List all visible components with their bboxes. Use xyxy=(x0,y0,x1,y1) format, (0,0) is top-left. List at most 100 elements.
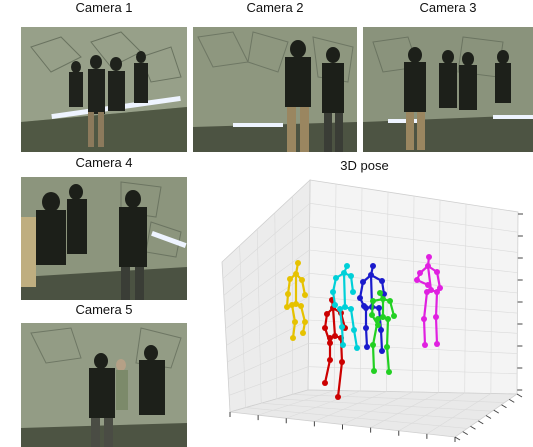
skeleton-bone xyxy=(336,360,344,399)
skeleton-joint xyxy=(344,263,350,269)
skeleton-bone xyxy=(342,271,347,309)
skeleton-bone xyxy=(323,358,332,385)
grid-line xyxy=(438,199,441,393)
skeleton-joint xyxy=(322,380,328,386)
skeleton-joint xyxy=(284,304,290,310)
skeleton-joint xyxy=(299,277,305,283)
skeleton-joint xyxy=(339,359,345,365)
skeleton-1 xyxy=(284,260,308,341)
camera-1-image xyxy=(21,27,187,152)
skeleton-joint xyxy=(332,333,338,339)
y-tick xyxy=(485,415,492,419)
skeleton-joint xyxy=(417,270,423,276)
skeleton-bone xyxy=(371,343,376,373)
skeleton-joint xyxy=(425,282,431,288)
skeleton-bone xyxy=(331,306,337,338)
grid-line xyxy=(426,393,492,435)
grid-line xyxy=(274,212,278,399)
skeleton-joint xyxy=(379,278,385,284)
skeleton-joint xyxy=(371,368,377,374)
skeleton-bone xyxy=(339,336,344,364)
skeleton-joint xyxy=(324,311,330,317)
y-tick xyxy=(493,409,500,414)
skeleton-joint xyxy=(424,289,430,295)
camera-1-label: Camera 1 xyxy=(75,0,133,15)
camera-4-image xyxy=(21,177,187,300)
skeleton-bone xyxy=(352,328,359,350)
skeleton-bone xyxy=(434,315,439,346)
skeleton-joint xyxy=(375,322,381,328)
skeleton-joint xyxy=(425,263,431,269)
skeleton-joint xyxy=(335,394,341,400)
skeleton-5 xyxy=(369,290,397,375)
skeleton-6 xyxy=(414,254,443,348)
skeleton-joint xyxy=(292,319,298,325)
skeleton-bone xyxy=(349,307,356,332)
camera-4-panel: Camera 4 xyxy=(21,155,187,300)
skeleton-joint xyxy=(386,369,392,375)
skeleton-joint xyxy=(293,271,299,277)
skeleton-joint xyxy=(434,341,440,347)
skeleton-joint xyxy=(339,324,345,330)
skeleton-joint xyxy=(327,335,333,341)
skeleton-joint xyxy=(364,344,370,350)
grid-line xyxy=(258,390,335,416)
y-tick xyxy=(477,420,484,425)
pose-3d-title: 3D pose xyxy=(340,158,389,173)
skeleton-joint xyxy=(421,316,427,322)
skeleton-joint xyxy=(322,325,328,331)
camera-5-panel: Camera 5 xyxy=(21,302,187,447)
skeleton-joint xyxy=(379,348,385,354)
grid-line xyxy=(386,191,389,392)
y-tick xyxy=(462,431,469,436)
skeleton-joint xyxy=(376,305,382,311)
skeleton-joint xyxy=(341,270,347,276)
skeleton-joint xyxy=(327,357,333,363)
skeleton-joint xyxy=(350,289,356,295)
skeleton-joint xyxy=(387,298,393,304)
y-tick xyxy=(501,404,507,409)
grid-line xyxy=(239,245,246,408)
camera-2-panel: Camera 2 xyxy=(193,0,357,152)
skeleton-4 xyxy=(357,263,387,354)
skeleton-joint xyxy=(302,319,308,325)
grid-line xyxy=(229,366,309,396)
skeleton-joint xyxy=(287,276,293,282)
skeleton-joint xyxy=(298,303,304,309)
skeleton-joint xyxy=(330,289,336,295)
skeleton-joint xyxy=(369,312,375,318)
grid-line xyxy=(256,229,262,404)
skeleton-joint xyxy=(290,335,296,341)
skeleton-joint xyxy=(380,314,386,320)
skeleton-joint xyxy=(302,292,308,298)
pose-3d-plot xyxy=(221,179,523,442)
skeleton-joint xyxy=(414,277,420,283)
skeleton-3 xyxy=(330,263,360,351)
grid-line xyxy=(314,391,387,422)
y-tick xyxy=(508,398,515,403)
pose-3d-panel: 3D pose xyxy=(196,155,533,447)
skeleton-joint xyxy=(337,306,343,312)
camera-5-image xyxy=(21,323,187,447)
camera-3-panel: Camera 3 xyxy=(363,0,533,152)
skeleton-bone xyxy=(385,317,390,349)
skeleton-joint xyxy=(385,316,391,322)
skeleton-bone xyxy=(338,307,344,329)
grid-line xyxy=(309,226,518,253)
skeleton-joint xyxy=(333,275,339,281)
skeleton-joint xyxy=(370,298,376,304)
grid-line xyxy=(412,195,415,393)
skeleton-joint xyxy=(295,260,301,266)
skeleton-joint xyxy=(340,342,346,348)
grid-line xyxy=(222,203,310,279)
grid-line xyxy=(286,390,361,419)
skeleton-joint xyxy=(422,342,428,348)
grid-line xyxy=(224,249,310,313)
skeleton-joint xyxy=(332,302,338,308)
camera-3-label: Camera 3 xyxy=(419,0,477,15)
grid-line xyxy=(308,296,518,314)
skeleton-joint xyxy=(357,295,363,301)
skeleton-bone xyxy=(379,328,384,353)
grid-line xyxy=(342,391,413,425)
skeleton-joint xyxy=(348,306,354,312)
